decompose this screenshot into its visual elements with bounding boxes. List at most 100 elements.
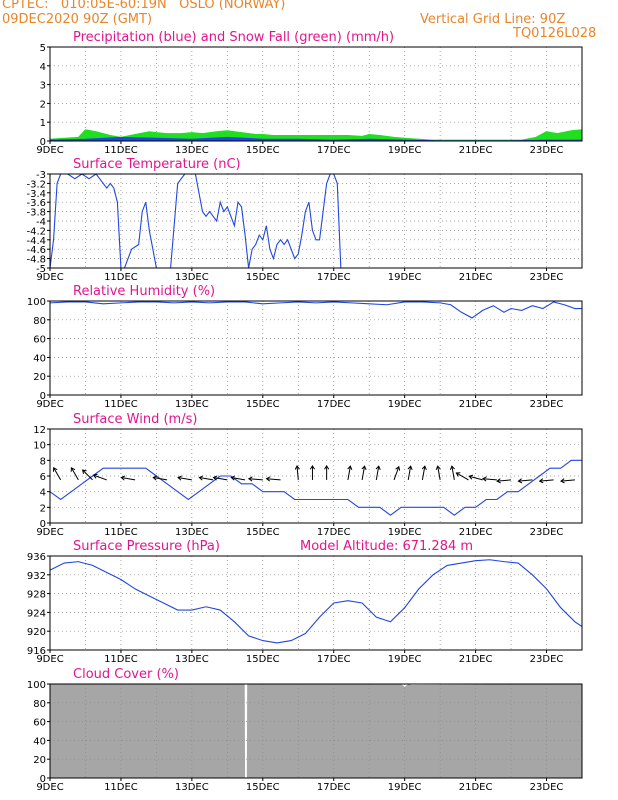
wind-arrow	[231, 476, 246, 481]
temp-ytick-label: -4	[36, 217, 46, 228]
wind-arrow-head	[212, 475, 218, 481]
cloud-ytick-label: 20	[33, 755, 46, 766]
wind-arrow-head	[247, 476, 253, 482]
temp-ytick-label: -4.6	[26, 245, 46, 256]
pressure-frame	[49, 555, 583, 651]
temp-xtick-label: 23DEC	[530, 272, 564, 283]
pressure-xtick-label: 17DEC	[317, 654, 351, 665]
wind-arrow	[361, 466, 366, 481]
cloud-xtick-label: 13DEC	[175, 782, 209, 793]
wind-arrow	[153, 476, 168, 481]
rh-ytick-label: 40	[33, 353, 46, 364]
rh-ytick-label: 80	[33, 316, 46, 327]
temp-ytick-label: -4.2	[26, 226, 46, 237]
rh-xtick-label: 17DEC	[317, 399, 351, 410]
cloud-xtick-label: 9DEC	[36, 782, 63, 793]
wind-xtick-label: 9DEC	[36, 527, 63, 538]
wind-ytick-label: 4	[40, 488, 46, 499]
cloud-xtick-label: 11DEC	[104, 782, 138, 793]
wind-xtick-label: 11DEC	[104, 527, 138, 538]
temp-xtick-label: 13DEC	[175, 272, 209, 283]
temp-ytick-label: -4.4	[26, 236, 46, 247]
pressure-xtick-label: 23DEC	[530, 654, 564, 665]
pressure-line	[50, 559, 582, 644]
wind-line	[50, 459, 582, 516]
cloud-ytick-label: 0	[40, 774, 46, 785]
pressure-xtick-label: 15DEC	[246, 654, 280, 665]
wind-arrow-head	[435, 465, 441, 471]
precip-xtick-label: 19DEC	[388, 145, 422, 156]
rh-ytick-label: 100	[27, 297, 46, 308]
wind-ytick-label: 12	[33, 425, 46, 436]
wind-arrow-head	[324, 464, 330, 470]
rh-ytick-label: 0	[40, 391, 46, 402]
temp-ytick-label: -3.2	[26, 179, 46, 190]
wind-arrow-head	[230, 475, 236, 481]
run-datetime-header: 09DEC2020 90Z (GMT)	[2, 12, 153, 27]
wind-arrow	[421, 466, 426, 481]
wind-arrow	[70, 467, 79, 481]
temp-ytick-label: -3.4	[26, 189, 46, 200]
model-id: TQ0126L028	[513, 26, 597, 41]
wind-arrow	[375, 466, 380, 481]
rh-xtick-label: 15DEC	[246, 399, 280, 410]
wind-arrow-head	[177, 475, 182, 481]
cloud-title: Cloud Cover (%)	[73, 667, 179, 682]
wind-arrow	[407, 466, 412, 481]
wind-xtick-label: 21DEC	[459, 527, 493, 538]
snowfall-area	[49, 129, 583, 142]
precip-xtick-label: 9DEC	[36, 145, 63, 156]
pressure-xtick-label: 19DEC	[388, 654, 422, 665]
wind-arrow	[560, 479, 575, 482]
temp-xtick-label: 21DEC	[459, 272, 493, 283]
wind-xtick-label: 13DEC	[175, 527, 209, 538]
precip-frame	[49, 46, 583, 142]
pressure-xtick-label: 13DEC	[175, 654, 209, 665]
wind-arrow-head	[347, 465, 353, 471]
rh-xtick-label: 11DEC	[104, 399, 138, 410]
precip-xtick-label: 17DEC	[317, 145, 351, 156]
temp-xtick-label: 15DEC	[246, 272, 280, 283]
precip-xtick-label: 23DEC	[530, 145, 564, 156]
wind-arrow	[93, 474, 107, 481]
wind-ytick-label: 0	[40, 519, 46, 530]
wind-arrow-head	[560, 478, 565, 484]
wind-xtick-label: 17DEC	[317, 527, 351, 538]
rh-ytick-label: 20	[33, 372, 46, 383]
wind-title: Surface Wind (m/s)	[73, 412, 197, 427]
temp-ytick-label: -3	[36, 170, 46, 181]
wind-arrow-head	[375, 465, 381, 471]
precip-ytick-label: 5	[40, 43, 46, 54]
wind-arrow-head	[294, 465, 300, 470]
precip-xtick-label: 15DEC	[246, 145, 280, 156]
wind-xtick-label: 15DEC	[246, 527, 280, 538]
wind-arrow	[121, 476, 136, 481]
wind-arrow-head	[82, 469, 87, 475]
wind-arrow-head	[361, 465, 367, 471]
pressure-ytick-label: 916	[27, 646, 46, 657]
wind-arrow	[539, 479, 554, 482]
pressure-title: Surface Pressure (hPa)	[73, 539, 220, 554]
wind-arrow-head	[152, 475, 158, 481]
pressure-ytick-label: 924	[27, 608, 46, 619]
cloud-ytick-label: 60	[33, 718, 46, 729]
temp-line	[50, 174, 342, 268]
cloud-frame	[49, 683, 583, 779]
cloud-ytick-label: 40	[33, 736, 46, 747]
pressure-ytick-label: 928	[27, 590, 46, 601]
pressure-ytick-label: 920	[27, 627, 46, 638]
wind-arrow-head	[517, 478, 523, 484]
pressure-xtick-label: 9DEC	[36, 654, 63, 665]
rh-title: Relative Humidity (%)	[73, 284, 215, 299]
cloud-xtick-label: 15DEC	[246, 782, 280, 793]
wind-arrow	[437, 466, 441, 481]
wind-arrow-head	[482, 476, 487, 482]
wind-arrow-head	[421, 465, 427, 471]
wind-arrow	[469, 475, 483, 481]
pressure-ytick-label: 936	[27, 552, 46, 563]
wind-arrow	[347, 466, 351, 481]
cloud-ytick-label: 80	[33, 699, 46, 710]
precip-ytick-label: 0	[40, 137, 46, 148]
wind-arrow-head	[395, 465, 401, 471]
